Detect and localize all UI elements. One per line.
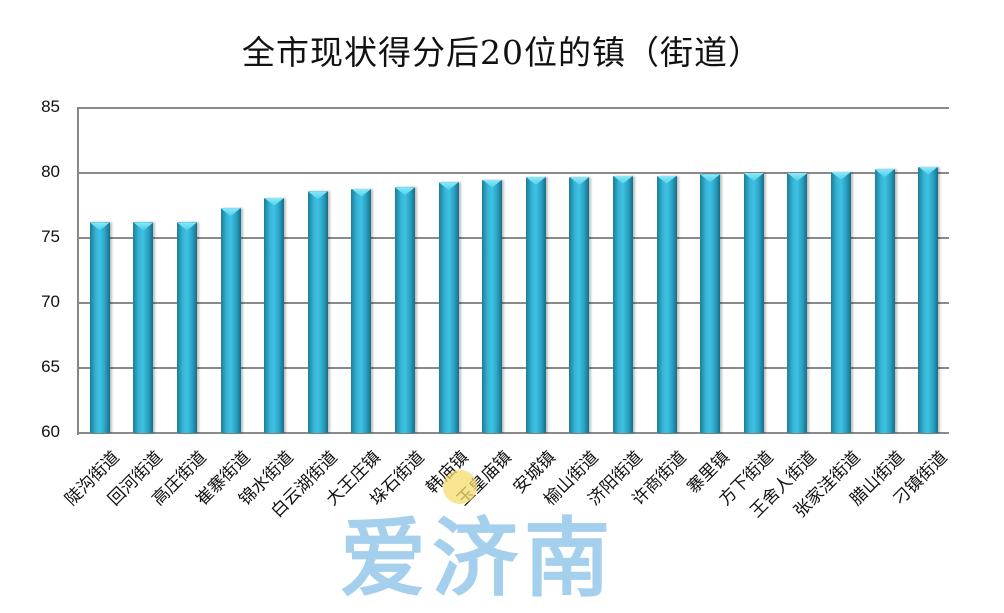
bar-cap <box>613 175 633 184</box>
bar <box>264 197 285 433</box>
bar <box>874 169 895 433</box>
bar-cap <box>438 182 459 191</box>
bar-cap <box>874 169 895 178</box>
y-tick-label: 65 <box>41 357 60 376</box>
bar <box>613 175 633 433</box>
bar <box>307 191 328 433</box>
watermark-dot <box>443 470 477 504</box>
bar <box>177 222 197 433</box>
bar <box>831 171 851 433</box>
bar <box>569 176 590 433</box>
bar <box>525 176 546 433</box>
bar-cap <box>700 174 721 183</box>
bar-cap <box>177 222 197 231</box>
y-axis-line <box>77 108 79 435</box>
chart-title: 全市现状得分后20位的镇（街道） <box>242 33 762 72</box>
bar <box>220 208 241 433</box>
y-tick-label: 80 <box>41 162 60 181</box>
bar-cap <box>831 171 851 180</box>
bar <box>700 174 721 433</box>
bar-cap <box>395 187 415 196</box>
bar-cap <box>569 176 590 185</box>
bar-cap <box>264 197 285 206</box>
bar <box>133 222 154 433</box>
gridline <box>77 107 949 109</box>
bar-cap <box>787 173 808 181</box>
bar-cap <box>89 222 110 231</box>
bar-cap <box>307 191 328 200</box>
bar-cap <box>918 166 939 175</box>
bar-cap <box>220 208 241 217</box>
gridline <box>77 237 949 239</box>
bar-cap <box>656 175 677 184</box>
bar <box>482 179 503 433</box>
gridline <box>77 302 949 304</box>
gridline <box>77 367 949 369</box>
y-tick-label: 70 <box>41 292 60 311</box>
gridline <box>77 172 949 174</box>
bar <box>395 187 415 433</box>
bar-cap <box>743 173 764 181</box>
bar <box>787 173 808 433</box>
y-tick-label: 75 <box>41 227 60 246</box>
y-tick-label: 85 <box>41 97 60 116</box>
y-tick-label: 60 <box>41 422 60 441</box>
bar-cap <box>525 176 546 185</box>
bar <box>89 222 110 433</box>
bar <box>743 173 764 433</box>
bar-cap <box>351 188 372 197</box>
bar <box>656 175 677 433</box>
bar <box>351 188 372 433</box>
watermark-logo: 爱济南 <box>340 509 616 609</box>
bar-cap <box>482 179 503 188</box>
gridline <box>77 432 949 434</box>
bar <box>918 166 939 433</box>
bar-cap <box>133 222 154 231</box>
bar <box>438 182 459 433</box>
